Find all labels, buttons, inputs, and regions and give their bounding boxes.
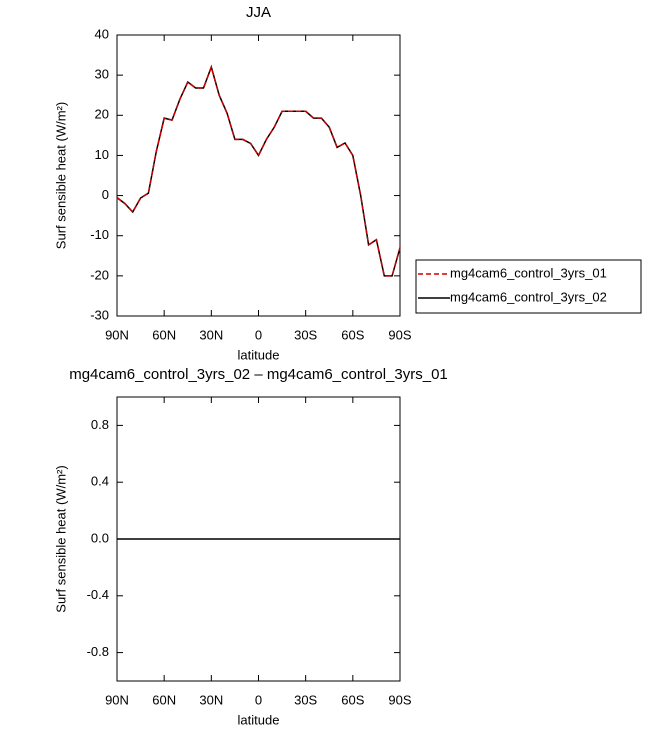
- x-tick-label: 60S: [341, 327, 364, 342]
- y-tick-label: 40: [95, 26, 109, 41]
- y-tick-label: -10: [90, 227, 109, 242]
- y-tick-label: -20: [90, 267, 109, 282]
- chart-title: mg4cam6_control_3yrs_02 – mg4cam6_contro…: [69, 366, 448, 383]
- y-tick-label: 10: [95, 147, 109, 162]
- y-tick-label: 0: [102, 187, 109, 202]
- x-tick-label: 60S: [341, 692, 364, 707]
- x-tick-label: 90S: [388, 692, 411, 707]
- x-tick-label: 30N: [199, 692, 223, 707]
- x-axis-label: latitude: [238, 712, 280, 727]
- data-line: [116, 64, 401, 277]
- x-tick-label: 90N: [105, 692, 129, 707]
- x-tick-label: 0: [255, 327, 262, 342]
- x-tick-label: 0: [255, 692, 262, 707]
- chart-title: JJA: [246, 4, 271, 21]
- y-tick-label: 0.8: [91, 417, 109, 432]
- x-tick-label: 30N: [199, 327, 223, 342]
- y-tick-label: 30: [95, 67, 109, 82]
- x-tick-label: 90S: [388, 327, 411, 342]
- x-axis-label: latitude: [238, 347, 280, 362]
- y-tick-label: -0.8: [87, 644, 109, 659]
- y-axis-label: Surf sensible heat (W/m²): [53, 465, 68, 612]
- y-tick-label: -30: [90, 307, 109, 322]
- y-tick-label: -0.4: [87, 587, 109, 602]
- plot-frame: [116, 34, 401, 317]
- y-tick-label: 0.0: [91, 530, 109, 545]
- y-tick-label: 20: [95, 107, 109, 122]
- data-line: [116, 64, 401, 277]
- x-tick-label: 60N: [152, 692, 176, 707]
- legend-label: mg4cam6_control_3yrs_01: [450, 265, 607, 280]
- y-axis-label: Surf sensible heat (W/m²): [53, 102, 68, 249]
- legend-label: mg4cam6_control_3yrs_02: [450, 289, 607, 304]
- x-tick-label: 60N: [152, 327, 176, 342]
- x-tick-label: 90N: [105, 327, 129, 342]
- legend-box: [415, 259, 642, 314]
- y-tick-label: 0.4: [91, 474, 109, 489]
- x-tick-label: 30S: [294, 692, 317, 707]
- x-tick-label: 30S: [294, 327, 317, 342]
